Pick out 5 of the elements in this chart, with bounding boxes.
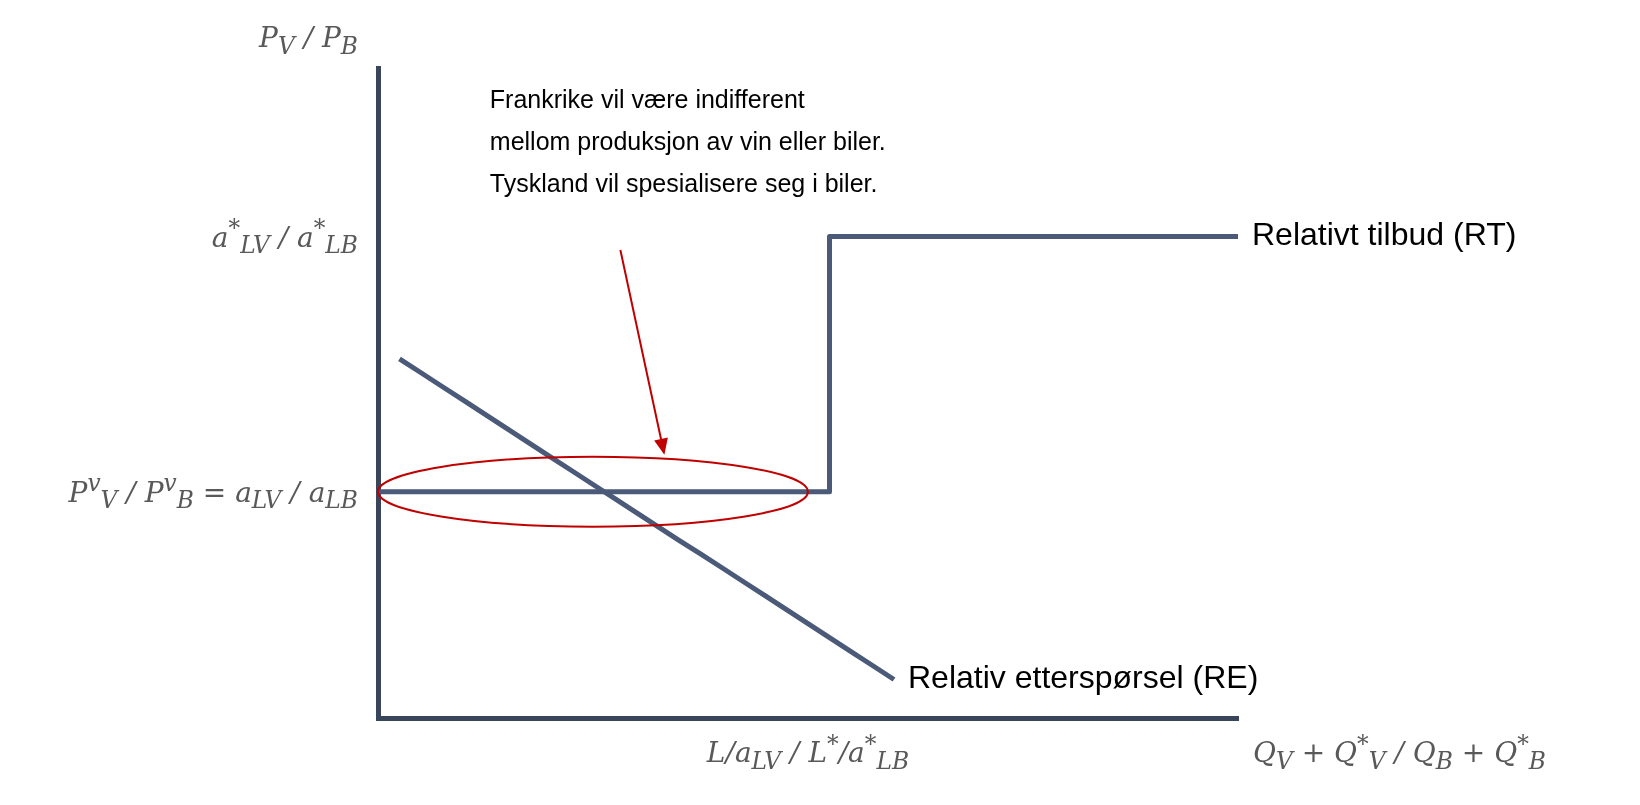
text: Frankrike vil være indifferent mellom produksjon av vin eller biler. Tyskland vil spesialisere seg i biler.	[489, 85, 886, 197]
series-label: Relativ etterspørsel (RE)	[908, 659, 1259, 696]
series-label: Relativt tilbud (RT)	[1252, 216, 1517, 253]
text: P$^{v}$$_{V}$ / P$^{v}$$_{B}$ = a$_{LV}$ / a$_{LB}$	[68, 468, 358, 514]
text: P$_{V}$ / P$_{B}$	[259, 20, 358, 62]
